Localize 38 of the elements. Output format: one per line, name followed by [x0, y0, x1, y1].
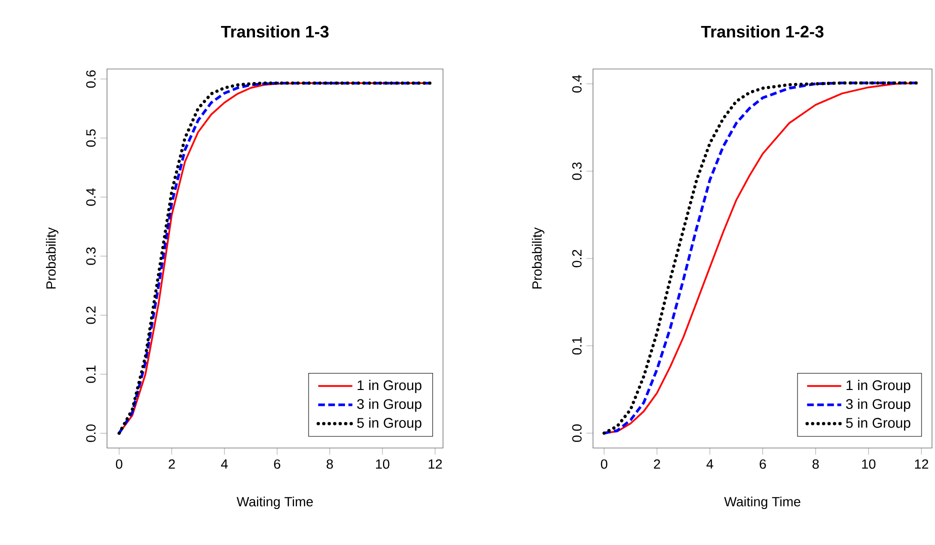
legend-label: 5 in Group — [846, 418, 910, 431]
y-tick-label: 0.0 — [86, 424, 96, 442]
x-tick-label: 2 — [168, 459, 175, 469]
y-tick-label: 0.0 — [572, 424, 582, 442]
y-axis-title: Probability — [532, 227, 544, 289]
x-tick-label: 4 — [221, 459, 228, 469]
x-axis-title: Waiting Time — [236, 496, 313, 510]
x-tick-label: 0 — [116, 459, 122, 469]
legend-label: 5 in Group — [357, 418, 422, 431]
x-tick-label: 6 — [760, 459, 766, 469]
x-tick-label: 0 — [600, 459, 608, 469]
x-tick-label: 10 — [376, 459, 390, 469]
y-tick-label: 0.2 — [86, 306, 96, 324]
x-tick-label: 2 — [654, 459, 660, 469]
legend-label: 1 in Group — [846, 380, 910, 393]
chart-title: Transition 1-3 — [221, 25, 329, 38]
y-tick-label: 0.3 — [572, 162, 582, 180]
x-axis-title: Waiting Time — [724, 496, 800, 510]
legend-label: 3 in Group — [846, 398, 910, 412]
x-tick-label: 12 — [915, 459, 928, 469]
y-tick-label: 0.1 — [86, 366, 96, 383]
legend-label: 3 in Group — [357, 398, 422, 412]
y-tick-label: 0.3 — [86, 247, 96, 265]
x-tick-label: 10 — [862, 459, 876, 469]
y-tick-label: 0.5 — [86, 129, 96, 147]
y-tick-label: 0.1 — [572, 337, 582, 355]
y-axis-title: Probability — [46, 227, 58, 289]
chart-title: Transition 1-2-3 — [701, 25, 824, 38]
y-tick-label: 0.6 — [86, 70, 96, 88]
x-tick-label: 4 — [706, 459, 714, 469]
x-tick-label: 8 — [812, 459, 819, 469]
x-tick-label: 6 — [274, 459, 280, 469]
x-tick-label: 12 — [428, 459, 442, 469]
y-tick-label: 0.4 — [86, 188, 96, 206]
y-tick-label: 0.2 — [572, 250, 582, 268]
x-tick-label: 8 — [326, 459, 333, 469]
legend-label: 1 in Group — [358, 380, 422, 393]
y-tick-label: 0.4 — [572, 74, 582, 93]
